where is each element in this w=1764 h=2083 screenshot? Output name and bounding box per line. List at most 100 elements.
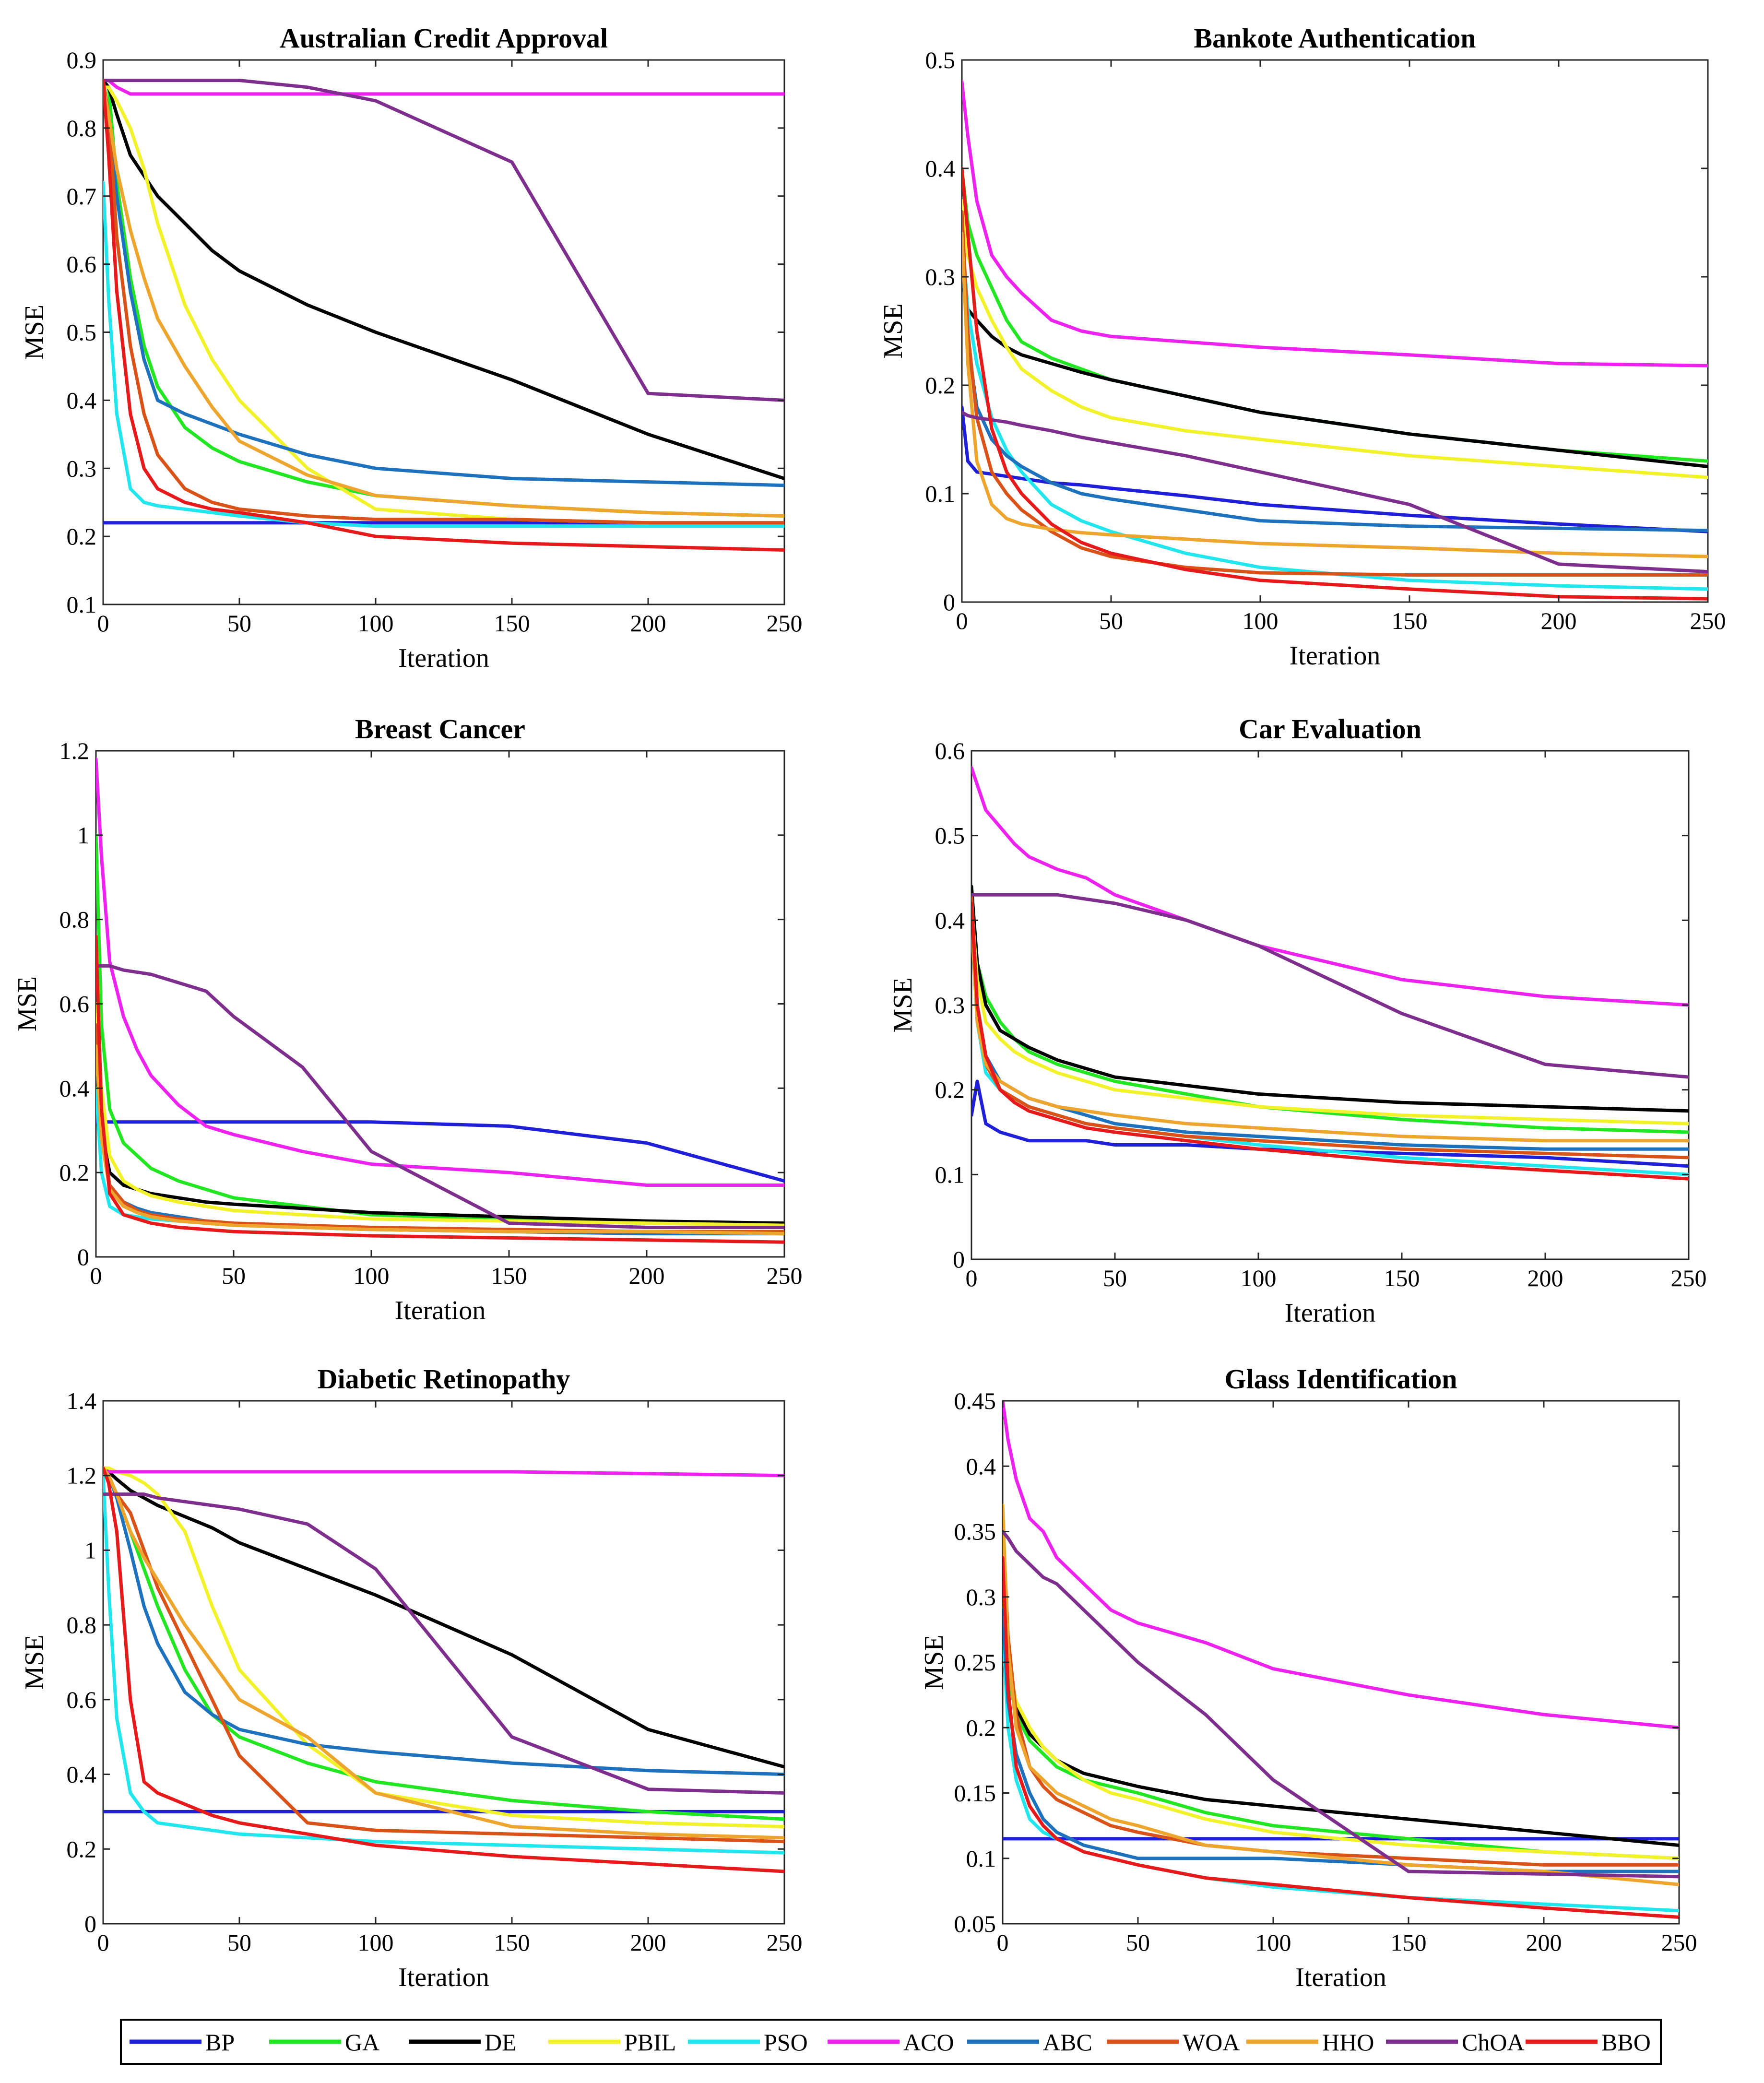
y-tick-label: 0.35 (954, 1518, 996, 1545)
y-tick-label: 1.2 (59, 737, 90, 764)
x-tick-label: 0 (966, 1265, 978, 1291)
x-tick-label: 100 (1243, 607, 1279, 634)
plot-area (971, 750, 1690, 1260)
series-line-bbo (103, 79, 784, 552)
y-tick-label: 0 (84, 1910, 96, 1937)
y-tick-label: 0.3 (925, 263, 956, 290)
legend-label: HHO (1322, 2029, 1374, 2056)
y-tick-label: 0.8 (59, 906, 90, 933)
series-lines (96, 757, 784, 1244)
series-line-bbo (1003, 1556, 1679, 1919)
y-tick-label: 0.7 (67, 183, 97, 210)
y-tick-label: 0.4 (67, 1761, 97, 1788)
y-axis-label: MSE (878, 303, 908, 358)
legend: BP GA DE PBIL PSO ACO ABC WOA HHO ChOA BBO (120, 2019, 1662, 2065)
series-line-pbil (971, 901, 1689, 1125)
chart-title: Diabetic Retinopathy (318, 1363, 570, 1395)
y-tick-label: 0.25 (954, 1649, 996, 1676)
series-lines (103, 79, 784, 552)
x-axis-label: Iteration (398, 643, 489, 673)
x-tick-label: 150 (1391, 1929, 1427, 1956)
series-line-pbil (962, 199, 1708, 479)
series-line-pbil (1003, 1595, 1679, 1860)
legend-item-ga: GA (269, 2029, 379, 2056)
y-tick-label: 0.1 (935, 1161, 965, 1188)
y-tick-label: 0.4 (966, 1453, 996, 1479)
x-tick-label: 200 (1526, 1929, 1562, 1956)
chart-panel-1: 0 50 100 150 200 250 0 0.1 0.2 0.3 0.4 0.5 Bankote A… (878, 23, 1726, 671)
y-tick-label: 0.4 (67, 387, 97, 414)
y-tick-label: 0.2 (59, 1159, 90, 1186)
series-line-de (103, 1466, 784, 1769)
series-line-abc (103, 85, 784, 487)
series-line-de (96, 1074, 784, 1225)
y-tick-label: 0.2 (67, 523, 97, 550)
x-tick-label: 50 (1103, 1265, 1127, 1291)
series-line-aco (971, 766, 1689, 1007)
legend-item-hho: HHO (1246, 2029, 1374, 2056)
series-line-choa (103, 1492, 784, 1795)
y-tick-label: 0.6 (67, 251, 97, 278)
x-tick-label: 150 (1392, 607, 1428, 634)
y-axis-label: MSE (888, 977, 918, 1032)
y-tick-label: 0.5 (925, 47, 956, 73)
series-line-bbo (971, 901, 1689, 1181)
y-axis-label: MSE (919, 1634, 949, 1690)
x-tick-label: 100 (358, 610, 394, 637)
series-line-hho (962, 232, 1708, 558)
series-line-woa (103, 79, 784, 525)
x-tick-label: 0 (97, 610, 109, 637)
series-line-de (971, 885, 1689, 1113)
legend-item-woa: WOA (1107, 2029, 1240, 2056)
series-line-bbo (962, 166, 1708, 601)
x-tick-label: 50 (227, 1929, 251, 1956)
y-tick-label: 0.8 (67, 1611, 97, 1638)
legend-label: GA (345, 2029, 379, 2056)
legend-label: BP (205, 2029, 235, 2056)
y-tick-label: 0.4 (59, 1075, 90, 1101)
series-line-ga (96, 833, 784, 1225)
series-line-pso (103, 180, 784, 528)
series-line-woa (962, 210, 1708, 577)
y-tick-label: 1 (77, 822, 89, 849)
x-tick-label: 150 (491, 1262, 527, 1289)
series-line-de (962, 275, 1708, 468)
series-line-abc (103, 1466, 784, 1776)
y-tick-label: 0.6 (67, 1686, 97, 1713)
x-tick-label: 150 (1384, 1265, 1420, 1291)
x-tick-label: 100 (354, 1262, 390, 1289)
y-tick-label: 0 (953, 1246, 965, 1273)
chart-panel-2: 0 50 100 150 200 250 0 0.2 0.4 0.6 0.8 1 1.2 Breast C… (12, 713, 803, 1326)
series-line-choa (96, 964, 784, 1229)
legend-label: WOA (1183, 2029, 1240, 2056)
x-tick-label: 150 (494, 1929, 530, 1956)
series-line-bp (971, 1079, 1689, 1168)
x-axis-label: Iteration (1290, 641, 1381, 671)
legend-label: PBIL (624, 2029, 676, 2056)
series-line-choa (971, 893, 1689, 1079)
y-tick-label: 0.05 (954, 1910, 996, 1937)
series-line-pso (962, 232, 1708, 591)
x-tick-label: 200 (630, 1929, 666, 1956)
y-tick-label: 0.2 (67, 1835, 97, 1862)
y-tick-label: 0 (943, 589, 955, 615)
series-lines (1003, 1401, 1679, 1919)
series-line-aco (1003, 1401, 1679, 1729)
series-line-pso (103, 1474, 784, 1855)
x-tick-label: 50 (1126, 1929, 1150, 1956)
y-tick-label: 0.3 (935, 992, 965, 1018)
series-line-choa (1003, 1530, 1679, 1879)
x-tick-label: 200 (1527, 1265, 1563, 1291)
series-line-hho (971, 918, 1689, 1143)
series-lines (962, 80, 1708, 601)
series-line-aco (96, 757, 784, 1187)
legend-item-pso: PSO (688, 2029, 808, 2056)
plot-area (961, 59, 1709, 603)
y-tick-label: 1 (84, 1537, 96, 1563)
series-line-aco (103, 1470, 784, 1478)
series-line-bbo (103, 1466, 784, 1873)
chart-panel-0: 0 50 100 150 200 250 0.1 0.2 0.3 0.4 0.5 0.6 0.7 0.8 0… (20, 23, 803, 673)
y-tick-label: 1.4 (67, 1387, 97, 1414)
legend-label: ChOA (1462, 2029, 1525, 2056)
plot-area (102, 1400, 785, 1925)
